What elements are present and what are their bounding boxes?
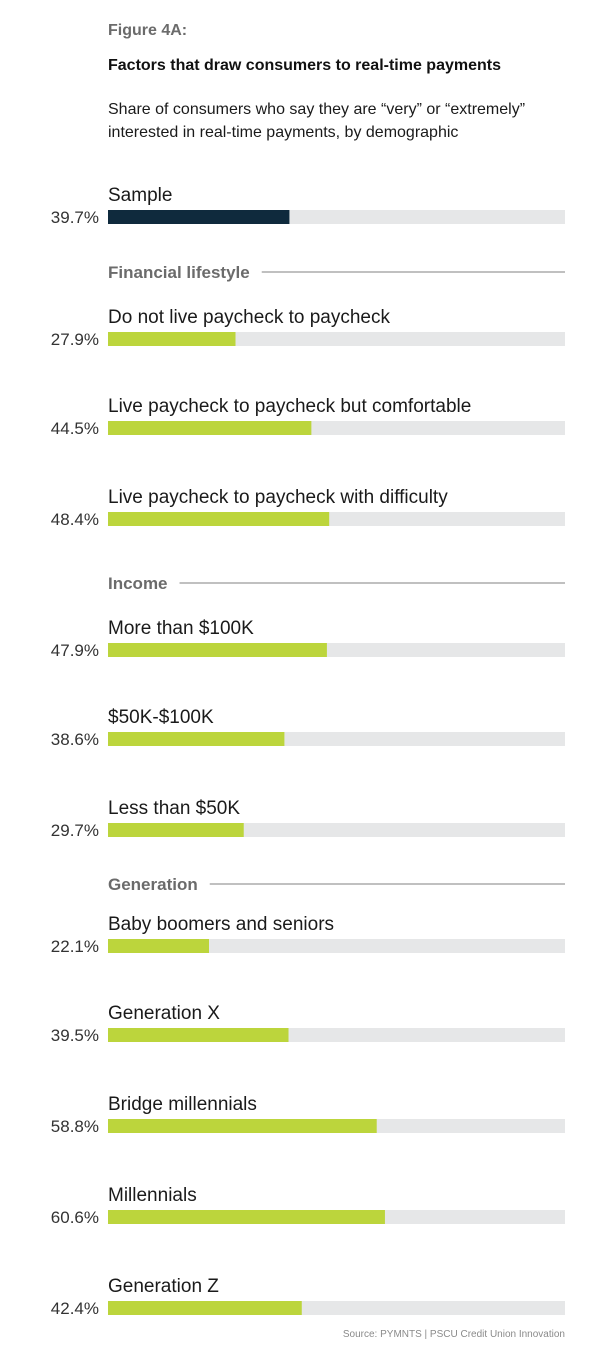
bar <box>108 421 312 435</box>
row-label: Live paycheck to paycheck but comfortabl… <box>108 396 471 417</box>
row-label: Live paycheck to paycheck with difficult… <box>108 487 448 508</box>
bar <box>108 1301 302 1315</box>
bar <box>108 1028 289 1042</box>
bar <box>108 823 244 837</box>
row-label: Baby boomers and seniors <box>108 914 334 935</box>
group-heading: Income <box>108 574 168 593</box>
chart-subtitle: Share of consumers who say they are “ver… <box>108 101 526 141</box>
bar <box>108 512 330 526</box>
bar <box>108 1210 385 1224</box>
value-label: 39.7% <box>51 208 99 227</box>
group-heading: Financial lifestyle <box>108 263 250 282</box>
row-label: Do not live paycheck to paycheck <box>108 307 390 328</box>
source-note: Source: PYMNTS | PSCU Credit Union Innov… <box>342 1329 565 1340</box>
bar <box>108 643 327 657</box>
row-label: More than $100K <box>108 618 254 639</box>
row-label: Bridge millennials <box>108 1094 257 1115</box>
bar <box>108 1119 377 1133</box>
value-label: 42.4% <box>51 1299 99 1318</box>
row-label: $50K-$100K <box>108 707 214 728</box>
bar <box>108 732 285 746</box>
row-label: Millennials <box>108 1185 197 1206</box>
bar-track <box>108 939 565 953</box>
row-label: Sample <box>108 185 172 206</box>
value-label: 60.6% <box>51 1208 99 1227</box>
group-heading: Generation <box>108 875 198 894</box>
value-label: 22.1% <box>51 937 99 956</box>
bar <box>108 210 290 224</box>
value-label: 48.4% <box>51 510 99 529</box>
row-label: Less than $50K <box>108 798 240 819</box>
row-label: Generation Z <box>108 1276 219 1297</box>
value-label: 44.5% <box>51 419 99 438</box>
value-label: 38.6% <box>51 730 99 749</box>
value-label: 58.8% <box>51 1117 99 1136</box>
row-label: Generation X <box>108 1003 220 1024</box>
bar <box>108 332 236 346</box>
value-label: 39.5% <box>51 1026 99 1045</box>
figure-label: Figure 4A: <box>108 22 188 39</box>
value-label: 29.7% <box>51 821 99 840</box>
bar <box>108 939 209 953</box>
value-label: 27.9% <box>51 330 99 349</box>
chart-title: Factors that draw consumers to real-time… <box>108 57 501 74</box>
value-label: 47.9% <box>51 641 99 660</box>
